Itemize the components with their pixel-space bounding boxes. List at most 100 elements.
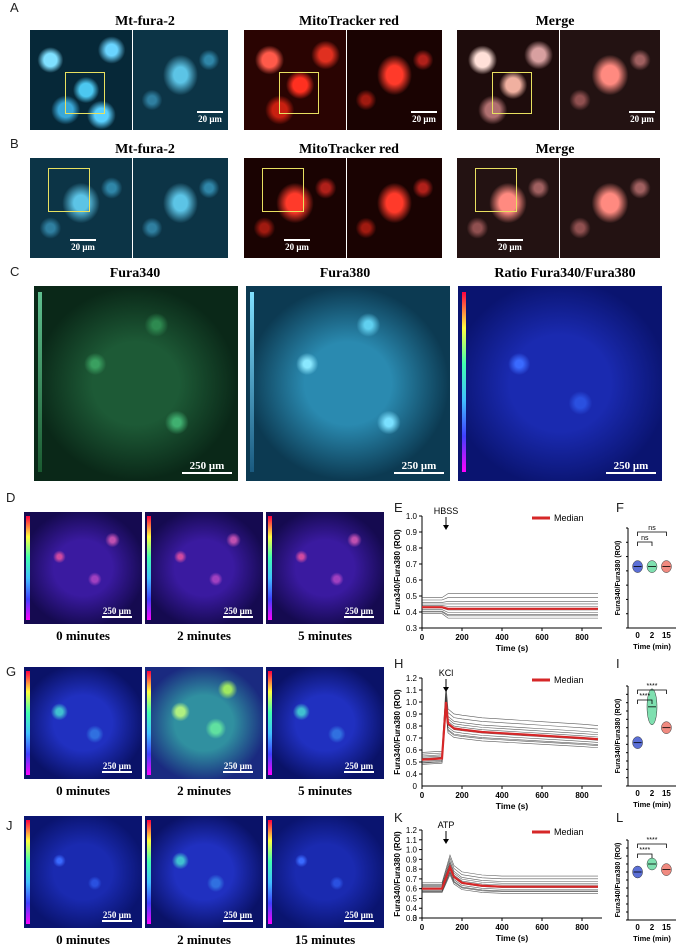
y-tick-label: 0.9 bbox=[406, 528, 418, 537]
colorbar bbox=[38, 292, 42, 472]
panel-letter-b: B bbox=[10, 136, 19, 151]
scale-bar: 20 μm bbox=[629, 111, 655, 124]
panel-j-image-15: 250 μm bbox=[266, 816, 384, 928]
stimulus-arrowhead bbox=[443, 525, 449, 530]
y-tick-label: 1.2 bbox=[406, 674, 418, 683]
roi-trace bbox=[422, 597, 598, 601]
y-tick-label: 0.5 bbox=[406, 758, 418, 767]
panel-j-image-2: 250 μm bbox=[145, 816, 263, 928]
colorbar bbox=[26, 820, 30, 924]
x-tick-label: 15 bbox=[662, 789, 671, 798]
time-label: 2 minutes bbox=[177, 932, 231, 947]
x-tick-label: 400 bbox=[495, 633, 509, 642]
colorbar bbox=[462, 292, 466, 472]
panel-a-mtfura-zoom: 20 μm bbox=[133, 30, 228, 130]
legend-label: Median bbox=[554, 513, 584, 523]
median-trace bbox=[422, 606, 598, 610]
colorbar bbox=[268, 516, 272, 620]
roi-trace bbox=[422, 873, 598, 894]
panel-letter-g: G bbox=[6, 664, 17, 679]
zoom-box bbox=[65, 72, 105, 114]
panel-c-title-3: Ratio Fura340/Fura380 bbox=[494, 266, 636, 281]
panel-letter-c: C bbox=[10, 264, 20, 279]
y-tick-label: 1.1 bbox=[406, 686, 418, 695]
x-tick-label: 200 bbox=[455, 923, 469, 932]
sig-label: **** bbox=[639, 693, 650, 700]
sig-bracket bbox=[637, 531, 667, 536]
colorbar bbox=[147, 516, 151, 620]
roi-trace bbox=[422, 854, 598, 884]
x-tick-label: 600 bbox=[535, 791, 549, 800]
scale-bar: 250 μm bbox=[344, 910, 374, 922]
y-axis-label: Fura340/Fura380 (ROI) bbox=[615, 843, 622, 918]
panel-letter-d: D bbox=[6, 490, 16, 505]
panel-a-merge-image bbox=[457, 30, 559, 130]
legend-label: Median bbox=[554, 827, 584, 837]
panel-letter-e: E bbox=[394, 500, 403, 515]
panel-b-merge-zoom bbox=[560, 158, 660, 258]
scale-bar: 250 μm bbox=[344, 606, 374, 618]
y-tick-label: 0.9 bbox=[406, 855, 418, 864]
y-tick-label: 1.0 bbox=[406, 512, 418, 521]
sig-label: **** bbox=[647, 837, 658, 844]
stimulus-label: HBSS bbox=[434, 506, 459, 516]
roi-trace bbox=[422, 857, 598, 885]
panel-a-mitotracker-image bbox=[244, 30, 346, 130]
x-tick-label: 200 bbox=[455, 633, 469, 642]
panel-a-merge-zoom: 20 μm bbox=[560, 30, 660, 130]
panel-letter-i: I bbox=[616, 656, 620, 671]
scale-bar: 250 μm bbox=[606, 460, 656, 475]
roi-trace bbox=[422, 860, 598, 887]
stimulus-label: ATP bbox=[438, 820, 455, 830]
panel-letter-k: K bbox=[394, 810, 403, 825]
y-tick-label: 0.7 bbox=[406, 875, 418, 884]
stimulus-label: KCl bbox=[439, 668, 454, 678]
x-tick-label: 0 bbox=[420, 923, 425, 932]
median-trace bbox=[421, 701, 599, 761]
y-tick-label: 1.0 bbox=[406, 698, 418, 707]
x-tick-label: 600 bbox=[535, 923, 549, 932]
x-tick-label: 2 bbox=[650, 923, 655, 932]
y-tick-label: 1.2 bbox=[406, 826, 418, 835]
scale-bar: 250 μm bbox=[182, 460, 232, 475]
sig-label: **** bbox=[647, 683, 658, 690]
scale-bar: 250 μm bbox=[102, 761, 132, 773]
colorbar bbox=[26, 516, 30, 620]
y-tick-label: 0.5 bbox=[406, 592, 418, 601]
panel-b-mitotracker-zoom bbox=[347, 158, 442, 258]
y-tick-label: 0.4 bbox=[406, 904, 418, 913]
x-axis-label: Time (s) bbox=[496, 643, 529, 653]
y-tick-label: 0.7 bbox=[406, 734, 418, 743]
sig-label: ns bbox=[648, 525, 656, 532]
x-tick-label: 2 bbox=[650, 789, 655, 798]
zoom-box bbox=[475, 168, 517, 212]
scale-bar: 250 μm bbox=[223, 761, 253, 773]
roi-trace bbox=[422, 613, 598, 619]
y-tick-label: 0.6 bbox=[406, 885, 418, 894]
scale-bar: 20 μm bbox=[284, 239, 310, 252]
roi-trace bbox=[422, 611, 598, 617]
colorbar bbox=[26, 671, 30, 775]
roi-trace bbox=[422, 601, 598, 603]
time-label: 0 minutes bbox=[56, 783, 110, 798]
panel-letter-h: H bbox=[394, 656, 404, 671]
colorbar bbox=[147, 820, 151, 924]
scale-bar: 250 μm bbox=[223, 910, 253, 922]
scale-bar: 20 μm bbox=[197, 111, 223, 124]
sig-bracket bbox=[637, 843, 667, 848]
roi-trace bbox=[422, 610, 598, 615]
y-tick-label: 0.8 bbox=[406, 544, 418, 553]
sig-bracket bbox=[637, 541, 653, 546]
y-axis-label: Fura340/Fura380 (ROI) bbox=[615, 541, 622, 616]
panel-b-title-1: Mt-fura-2 bbox=[115, 142, 175, 157]
x-tick-label: 15 bbox=[662, 631, 671, 640]
x-tick-label: 0 bbox=[420, 633, 425, 642]
scale-bar: 250 μm bbox=[223, 606, 253, 618]
scale-bar: 20 μm bbox=[497, 239, 523, 252]
panel-b-merge-image: 20 μm bbox=[457, 158, 559, 258]
panel-g-image-2: 250 μm bbox=[145, 667, 263, 779]
scale-bar: 20 μm bbox=[411, 111, 437, 124]
x-tick-label: 2 bbox=[650, 631, 655, 640]
roi-trace bbox=[422, 862, 598, 888]
stimulus-arrowhead bbox=[443, 839, 449, 844]
